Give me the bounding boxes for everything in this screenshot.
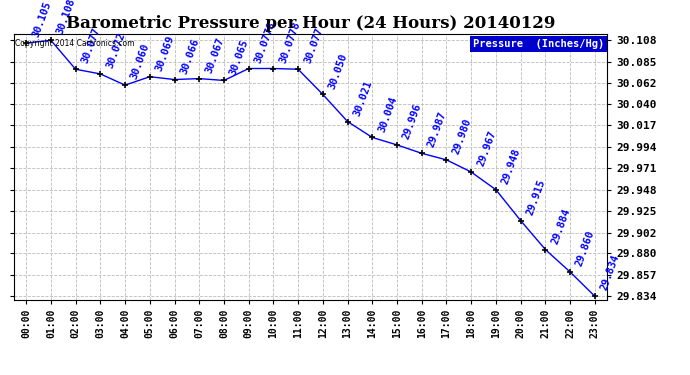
- Text: 30.066: 30.066: [179, 37, 201, 75]
- Text: 30.021: 30.021: [352, 79, 374, 117]
- Text: 30.105: 30.105: [30, 0, 52, 39]
- Text: Copyright 2014 Cartronics.com: Copyright 2014 Cartronics.com: [15, 39, 135, 48]
- Text: 29.987: 29.987: [426, 111, 448, 149]
- Text: 29.967: 29.967: [475, 129, 497, 168]
- Text: 30.108: 30.108: [55, 0, 77, 36]
- Text: 29.834: 29.834: [599, 254, 621, 292]
- Text: 29.996: 29.996: [401, 102, 424, 141]
- Text: 29.948: 29.948: [500, 147, 522, 186]
- Text: 30.077: 30.077: [80, 26, 102, 65]
- Text: 30.050: 30.050: [327, 52, 349, 90]
- Text: Pressure  (Inches/Hg): Pressure (Inches/Hg): [473, 39, 604, 49]
- Text: 29.884: 29.884: [549, 207, 572, 245]
- Text: 30.077: 30.077: [302, 26, 324, 65]
- Text: 29.860: 29.860: [574, 229, 596, 268]
- Text: 30.004: 30.004: [377, 94, 399, 133]
- Text: 30.069: 30.069: [154, 34, 176, 72]
- Text: 30.060: 30.060: [129, 42, 151, 81]
- Text: 30.065: 30.065: [228, 38, 250, 76]
- Text: 29.980: 29.980: [451, 117, 473, 156]
- Text: 30.0778: 30.0778: [253, 20, 277, 64]
- Text: 30.0778: 30.0778: [277, 20, 302, 64]
- Text: 30.067: 30.067: [204, 36, 226, 74]
- Text: 29.915: 29.915: [525, 178, 547, 216]
- Title: Barometric Pressure per Hour (24 Hours) 20140129: Barometric Pressure per Hour (24 Hours) …: [66, 15, 555, 32]
- Text: 30.072: 30.072: [104, 31, 127, 70]
